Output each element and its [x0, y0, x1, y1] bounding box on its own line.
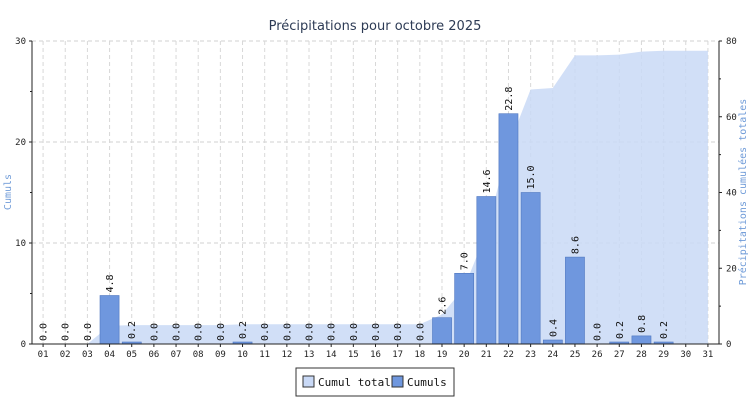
legend-label-cumuls: Cumuls	[407, 376, 447, 389]
x-tick-label: 14	[326, 350, 337, 360]
y2-tick-label: 0	[726, 340, 731, 350]
data-label-05: 0.2	[127, 321, 138, 339]
x-tick-label: 28	[636, 350, 647, 360]
x-tick-label: 04	[104, 350, 115, 360]
x-tick-label: 30	[680, 350, 691, 360]
x-tick-label: 16	[370, 350, 381, 360]
x-tick-label: 25	[570, 350, 581, 360]
y2-tick-label: 80	[726, 37, 737, 47]
x-tick-label: 09	[215, 350, 226, 360]
data-label-11: 0.0	[260, 323, 271, 341]
data-label-24: 0.4	[548, 319, 559, 337]
data-label-08: 0.0	[194, 323, 205, 341]
data-label-21: 14.6	[482, 169, 493, 193]
data-label-23: 15.0	[526, 165, 537, 189]
data-label-28: 0.8	[637, 315, 648, 333]
x-tick-label: 22	[503, 350, 514, 360]
bar-24	[542, 339, 563, 345]
cumulative-area	[43, 50, 708, 345]
x-tick-label: 06	[148, 350, 159, 360]
data-labels: 0.0 0.0 0.0 4.8 0.2 0.0 0.0 0.0 0.0 0.2 0.0 0.0 0.0 0…	[39, 87, 670, 341]
x-tick-label: 02	[60, 350, 71, 360]
x-tick-label: 17	[392, 350, 403, 360]
x-tick-label: 08	[193, 350, 204, 360]
y-tick-label: 0	[21, 340, 26, 350]
x-tick-label: 07	[171, 350, 182, 360]
bars-layer	[99, 113, 674, 345]
y2-tick-label: 20	[726, 264, 737, 274]
data-label-02: 0.0	[61, 323, 72, 341]
data-label-16: 0.0	[371, 323, 382, 341]
y-axis-title: Cumuls	[3, 174, 14, 210]
y-tick-label: 10	[15, 239, 26, 249]
data-label-22: 22.8	[504, 87, 515, 111]
data-label-12: 0.0	[282, 323, 293, 341]
y-tick-label: 30	[15, 37, 26, 47]
x-tick-label: 01	[38, 350, 49, 360]
y2-tick-label: 40	[726, 189, 737, 199]
data-label-15: 0.0	[349, 323, 360, 341]
data-label-19: 2.6	[438, 297, 449, 315]
y2-tick-label: 60	[726, 113, 737, 123]
x-tick-label: 23	[525, 350, 536, 360]
x-tick-label: 29	[658, 350, 669, 360]
data-label-01: 0.0	[39, 323, 50, 341]
data-label-03: 0.0	[83, 323, 94, 341]
x-tick-label: 11	[259, 350, 270, 360]
legend-label-cumul-total: Cumul total	[318, 376, 391, 389]
data-label-27: 0.2	[615, 321, 626, 339]
x-tick-label: 05	[126, 350, 137, 360]
legend-swatch-cumuls	[391, 375, 404, 388]
x-axis-ticks: 01 02 03 04 05 06 07 08 09 10 11 12 13 14 15 16 17 18 19 20…	[38, 344, 713, 360]
x-tick-label: 20	[459, 350, 470, 360]
data-label-04: 4.8	[105, 274, 116, 292]
bar-25	[565, 256, 585, 345]
cumulative-area-layer	[43, 50, 708, 345]
legend-box	[295, 367, 455, 397]
data-label-07: 0.0	[172, 323, 183, 341]
legend-swatch-cumul-total	[302, 375, 315, 388]
x-tick-label: 18	[414, 350, 425, 360]
y2-axis-ticks: 0 20 40 60 80	[719, 37, 737, 350]
legend: Cumul total Cumuls	[295, 367, 455, 397]
y-axis-ticks: 0 10 20 30	[15, 37, 32, 350]
bar-04	[99, 295, 120, 345]
bar-28	[631, 335, 652, 345]
x-tick-label: 21	[481, 350, 492, 360]
bar-23	[520, 192, 541, 345]
x-tick-label: 26	[592, 350, 603, 360]
x-tick-label: 12	[281, 350, 292, 360]
data-label-20: 7.0	[460, 252, 471, 270]
bar-22	[498, 113, 519, 345]
x-tick-label: 24	[547, 350, 558, 360]
x-tick-label: 31	[702, 350, 713, 360]
bar-20	[454, 272, 475, 345]
x-tick-label: 03	[82, 350, 93, 360]
data-label-25: 8.6	[571, 236, 582, 254]
data-label-13: 0.0	[305, 323, 316, 341]
data-label-14: 0.0	[327, 323, 338, 341]
x-tick-label: 13	[304, 350, 315, 360]
data-label-06: 0.0	[149, 323, 160, 341]
bar-19	[432, 317, 452, 345]
bar-21	[476, 196, 497, 345]
x-tick-label: 27	[614, 350, 625, 360]
chart-title: Précipitations pour octobre 2025	[269, 19, 482, 34]
data-label-18: 0.0	[415, 323, 426, 341]
x-tick-label: 19	[437, 350, 448, 360]
data-label-09: 0.0	[216, 323, 227, 341]
data-label-29: 0.2	[659, 321, 670, 339]
x-tick-label: 10	[237, 350, 248, 360]
data-label-10: 0.2	[238, 321, 249, 339]
y-tick-label: 20	[15, 138, 26, 148]
data-label-26: 0.0	[593, 323, 604, 341]
data-label-17: 0.0	[393, 323, 404, 341]
x-tick-label: 15	[348, 350, 359, 360]
y2-axis-title: Précipitations cumulées totales	[737, 99, 749, 286]
